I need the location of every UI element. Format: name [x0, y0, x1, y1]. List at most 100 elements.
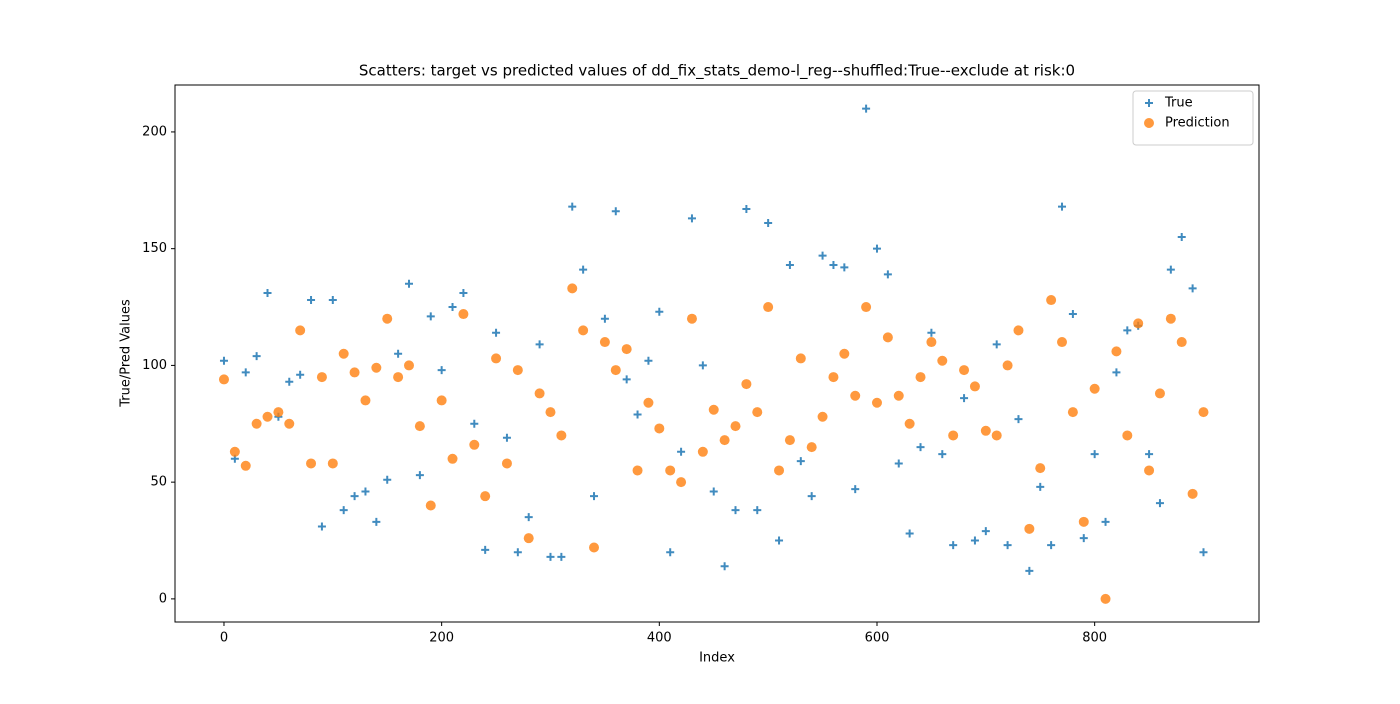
point — [273, 407, 284, 418]
point — [1067, 407, 1078, 418]
point — [339, 506, 348, 515]
point — [262, 411, 273, 422]
point — [719, 435, 730, 446]
point — [697, 446, 708, 457]
point — [784, 435, 795, 446]
point — [949, 541, 958, 550]
point — [1145, 450, 1154, 459]
point — [1047, 541, 1056, 550]
point — [883, 270, 892, 279]
point — [741, 379, 752, 390]
point — [296, 370, 305, 379]
point — [862, 104, 871, 113]
point — [840, 263, 849, 272]
y-tick-label: 200 — [142, 124, 167, 139]
legend-label: Prediction — [1165, 116, 1230, 131]
point — [839, 348, 850, 359]
point — [665, 465, 676, 476]
point — [328, 296, 337, 305]
point — [393, 372, 404, 383]
point — [470, 419, 479, 428]
point — [980, 425, 991, 436]
point — [491, 353, 502, 364]
point — [1068, 310, 1077, 319]
point — [937, 355, 948, 366]
point — [752, 407, 763, 418]
point — [1025, 566, 1034, 575]
point — [1198, 407, 1209, 418]
point — [654, 423, 665, 434]
point — [1014, 415, 1023, 424]
point — [513, 548, 522, 557]
x-tick-label: 800 — [1082, 631, 1107, 646]
point — [437, 366, 446, 375]
point — [512, 365, 523, 376]
point — [1111, 346, 1122, 357]
point — [818, 251, 827, 260]
point — [872, 244, 881, 253]
legend-box — [1132, 90, 1254, 146]
point — [502, 433, 511, 442]
point — [915, 372, 926, 383]
point — [403, 360, 414, 371]
point — [426, 312, 435, 321]
point — [295, 325, 306, 336]
point — [241, 368, 250, 377]
point — [796, 457, 805, 466]
point — [284, 418, 295, 429]
point — [807, 492, 816, 501]
point — [218, 374, 229, 385]
point — [676, 477, 687, 488]
point — [1165, 313, 1176, 324]
point — [1166, 265, 1175, 274]
point — [785, 261, 794, 270]
point — [893, 390, 904, 401]
point — [774, 465, 785, 476]
point — [459, 289, 468, 298]
point — [1013, 325, 1024, 336]
point — [425, 500, 436, 511]
point — [709, 487, 718, 496]
point — [764, 218, 773, 227]
point — [394, 349, 403, 358]
legend-label: True — [1164, 96, 1193, 111]
point — [861, 302, 872, 313]
point — [371, 362, 382, 373]
point — [828, 372, 839, 383]
point — [492, 328, 501, 337]
point — [414, 421, 425, 432]
point — [1177, 232, 1186, 241]
point — [546, 552, 555, 561]
point — [436, 395, 447, 406]
point — [469, 439, 480, 450]
x-tick-label: 400 — [647, 631, 672, 646]
point — [960, 394, 969, 403]
point — [948, 430, 959, 441]
point — [698, 361, 707, 370]
point — [644, 356, 653, 365]
x-tick-label: 600 — [865, 631, 890, 646]
point — [991, 430, 1002, 441]
point — [905, 529, 914, 538]
point — [1154, 388, 1165, 399]
point — [1100, 593, 1111, 604]
point — [404, 279, 413, 288]
point — [350, 492, 359, 501]
point — [252, 352, 261, 361]
point — [959, 365, 970, 376]
point — [327, 458, 338, 469]
point — [458, 309, 469, 320]
point — [240, 460, 251, 471]
point — [448, 303, 457, 312]
point — [219, 356, 228, 365]
plot-frame — [174, 84, 1260, 623]
point — [1199, 548, 1208, 557]
point — [1155, 499, 1164, 508]
point — [229, 446, 240, 457]
point — [806, 442, 817, 453]
y-tick-label: 50 — [150, 475, 167, 490]
point — [1002, 360, 1013, 371]
point — [338, 348, 349, 359]
point — [817, 411, 828, 422]
